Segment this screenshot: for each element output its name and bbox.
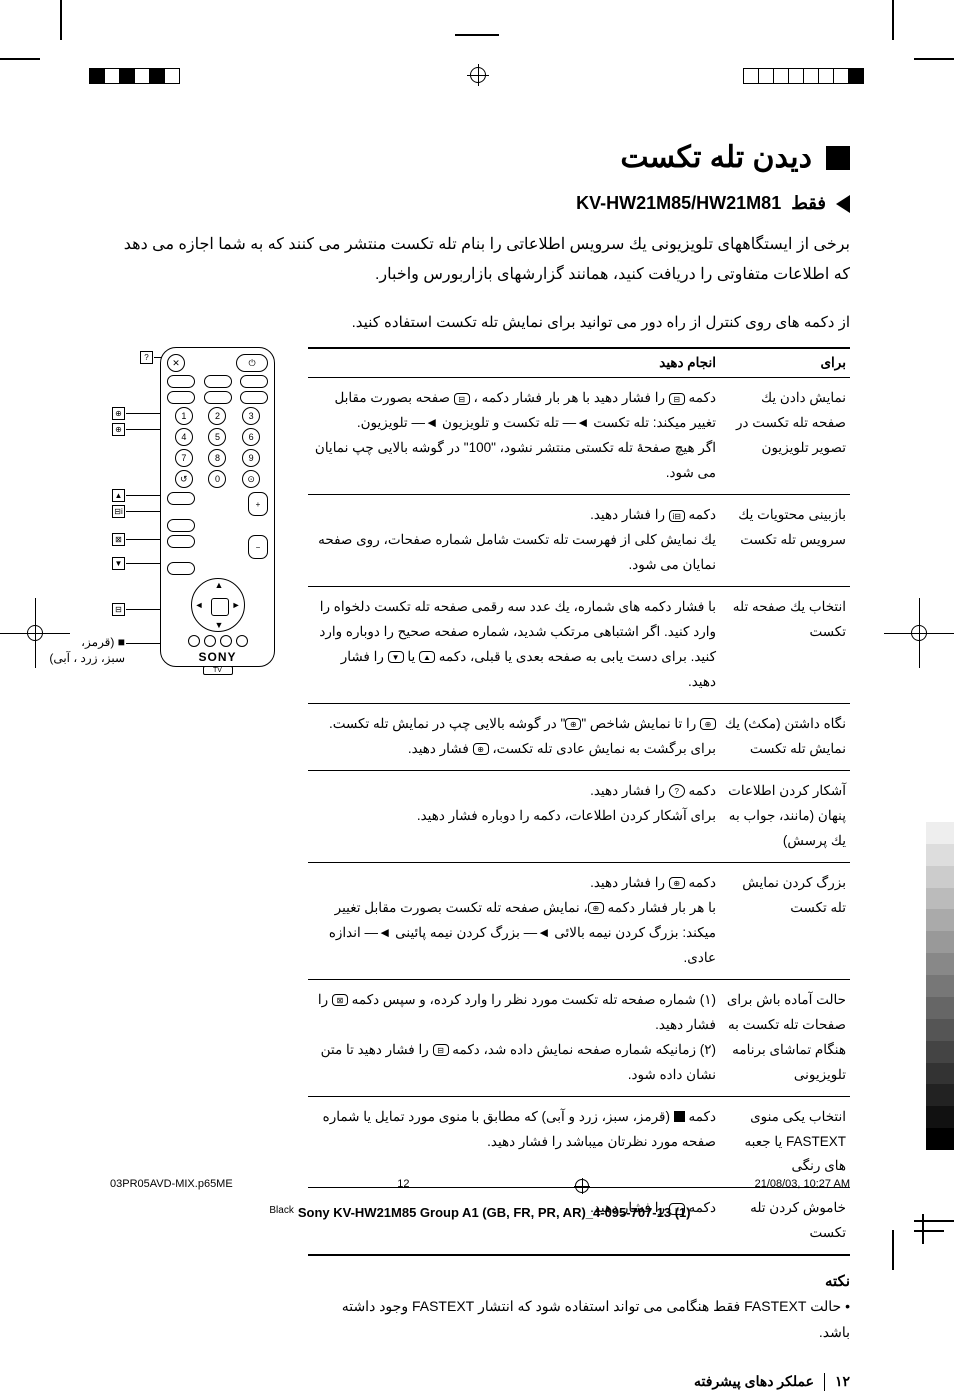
table-cell-for: بزرگ کردن نمایش تله تکست — [720, 862, 850, 979]
crop-marks-top — [0, 30, 954, 80]
table-row: خاموش کردن تله تکستدکمه ○ را فشار دهید. — [308, 1188, 850, 1255]
num-4: 4 — [175, 428, 193, 446]
section-label: عملکر دهای پیشرفته — [694, 1373, 814, 1390]
num-9: 9 — [242, 449, 260, 467]
table-cell-do: دکمه ○ را فشار دهید. — [308, 1188, 720, 1255]
table-cell-for: بازبینی محتویات یك سرویس تله تکست — [720, 495, 850, 587]
callout-pageup-icon: ▲ — [112, 489, 125, 502]
intro-paragraph-2: از دکمه های روی کنترل از راه دور می توان… — [110, 309, 850, 338]
registration-right — [904, 618, 934, 648]
table-row: نگاه داشتن (مکث) یك نمایش تله تکست⊕ را ت… — [308, 703, 850, 770]
num-2: 2 — [208, 407, 226, 425]
small-btn-5 — [204, 391, 232, 404]
registration-left — [20, 618, 50, 648]
table-header-for: برای — [720, 348, 850, 378]
small-btn-4 — [167, 391, 195, 404]
fn-btn-4 — [167, 562, 195, 575]
callout-text-icon: ⊟ — [112, 603, 125, 616]
table-cell-for: آشکار کردن اطلاعات پنهان (مانند، جواب به… — [720, 770, 850, 862]
table-cell-do: دکمه ? را فشار دهید.برای آشکار کردن اطلا… — [308, 770, 720, 862]
table-cell-do: با فشار دکمه های شماره، یك عدد سه رقمی ص… — [308, 587, 720, 704]
num-3: 3 — [242, 407, 260, 425]
color-red — [188, 635, 200, 647]
table-cell-do: دکمه ⊟i را فشار دهید.یك نمایش کلی از فهر… — [308, 495, 720, 587]
brand-label: SONY — [167, 650, 268, 664]
note-title: نکته — [308, 1272, 850, 1290]
table-row: بزرگ کردن نمایش تله تکستدکمه ⊕ را فشار د… — [308, 862, 850, 979]
callout-question-icon: ? — [140, 351, 153, 364]
table-row: نمایش دادن یك صفحه تله تکست در تصویر تلو… — [308, 378, 850, 495]
table-cell-for: نمایش دادن یك صفحه تله تکست در تصویر تلو… — [720, 378, 850, 495]
num-5: 5 — [208, 428, 226, 446]
callout-enlarge-icon: ⊕ — [112, 407, 125, 420]
dpad: ▲ ▼ ◄ ► — [191, 578, 245, 632]
page-title: دیدن تله تکست — [620, 140, 812, 175]
table-row: انتخاب یکی منوی FASTEXT یا جعبه های رنگی… — [308, 1096, 850, 1188]
remote-body: ✕ ⏻ 123 456 789 ↺ 0 ⊙ + − ▲ ▼ ◄ ► — [160, 347, 275, 667]
small-btn-3 — [240, 375, 268, 388]
table-cell-for: انتخاب یکی منوی FASTEXT یا جعبه های رنگی — [720, 1096, 850, 1188]
footer-page: 12 — [397, 1178, 409, 1194]
title-bullet-icon — [826, 146, 850, 170]
table-row: بازبینی محتویات یك سرویس تله تکستدکمه ⊟i… — [308, 495, 850, 587]
num-8: 8 — [208, 449, 226, 467]
footer-line-1: 03PR05AVD-MIX.p65ME 12 21/08/03, 10:27 A… — [110, 1178, 850, 1194]
divider-icon — [824, 1373, 825, 1391]
small-btn-6 — [240, 391, 268, 404]
callout-cancel-icon: ⊠ — [112, 533, 125, 546]
prog-up: + — [248, 492, 268, 516]
color-green — [204, 635, 216, 647]
callout-hold-icon: ⊕ — [112, 423, 125, 436]
num-1: 1 — [175, 407, 193, 425]
small-btn-2 — [204, 375, 232, 388]
footer-doc: Sony KV-HW21M85 Group A1 (GB, FR, PR, AR… — [298, 1205, 691, 1220]
page-number: ۱۲ — [835, 1373, 850, 1390]
jump-button: ↺ — [175, 470, 193, 488]
num-7: 7 — [175, 449, 193, 467]
table-row: آشکار کردن اطلاعات پنهان (مانند، جواب به… — [308, 770, 850, 862]
num-6: 6 — [242, 428, 260, 446]
table-header-do: انجام دهید — [308, 348, 720, 378]
remote-diagram: ? ⊕ ⊕ ▲ ⊟i ⊠ ▼ ⊟ ■ (قرمز، سبز، زرد ، آبی… — [110, 347, 290, 667]
power-button: ⏻ — [236, 354, 268, 372]
tv-label: TV — [203, 666, 233, 675]
subtitle-label: فقط — [791, 193, 826, 214]
subtitle-arrow-icon — [836, 195, 850, 213]
table-cell-for: حالت آماده باش برای صفحات تله تکست به هن… — [720, 979, 850, 1096]
footer-color: Black — [269, 1205, 293, 1220]
table-cell-do: دکمه ⊟ را فشار دهید با هر بار فشار دکمه … — [308, 378, 720, 495]
table-row: حالت آماده باش برای صفحات تله تکست به هن… — [308, 979, 850, 1096]
small-btn-1 — [167, 375, 195, 388]
table-cell-do: ⊕ را تا نمایش شاخص "⊕" در گوشه بالایی چپ… — [308, 703, 720, 770]
table-row: انتخاب یك صفحه تله تکستبا فشار دکمه های … — [308, 587, 850, 704]
enter-button: ⊙ — [242, 470, 260, 488]
callout-index-icon: ⊟i — [112, 505, 125, 518]
color-yellow — [220, 635, 232, 647]
table-cell-for: نگاه داشتن (مکث) یك نمایش تله تکست — [720, 703, 850, 770]
fn-btn-2 — [167, 519, 195, 532]
fn-btn-3 — [167, 535, 195, 548]
prog-down: − — [248, 535, 268, 559]
num-0: 0 — [208, 470, 226, 488]
footer-date: 21/08/03, 10:27 AM — [755, 1178, 850, 1194]
table-cell-for: انتخاب یك صفحه تله تکست — [720, 587, 850, 704]
color-caption-1: ■ (قرمز، — [55, 635, 125, 649]
model-number: KV-HW21M85/HW21M81 — [576, 193, 781, 214]
fn-btn-1 — [167, 492, 195, 505]
note-body: • حالت FASTEXT فقط هنگامی می تواند استفا… — [308, 1294, 850, 1344]
mute-button: ✕ — [167, 354, 185, 372]
color-blue — [236, 635, 248, 647]
table-cell-for: خاموش کردن تله تکست — [720, 1188, 850, 1255]
callout-pagedown-icon: ▼ — [112, 557, 125, 570]
calibration-strip — [926, 800, 954, 1150]
table-cell-do: دکمه ⊕ را فشار دهید.با هر بار فشار دکمه … — [308, 862, 720, 979]
teletext-functions-table: برای انجام دهید نمایش دادن یك صفحه تله ت… — [308, 347, 850, 1256]
page-content: دیدن تله تکست فقط KV-HW21M85/HW21M81 برخ… — [110, 140, 850, 1391]
color-caption-2: سبز، زرد ، آبی) — [40, 651, 125, 665]
table-cell-do: (۱) شماره صفحه تله تکست مورد نظر را وارد… — [308, 979, 720, 1096]
footer-file: 03PR05AVD-MIX.p65ME — [110, 1178, 233, 1194]
intro-paragraph-1: برخی از ایستگاههای تلویزیونی یك سرویس اط… — [110, 230, 850, 291]
footer-line-2: Black Sony KV-HW21M85 Group A1 (GB, FR, … — [110, 1205, 850, 1220]
table-cell-do: دکمه (قرمز، سبز، زرد و آبی) که مطابق با … — [308, 1096, 720, 1188]
